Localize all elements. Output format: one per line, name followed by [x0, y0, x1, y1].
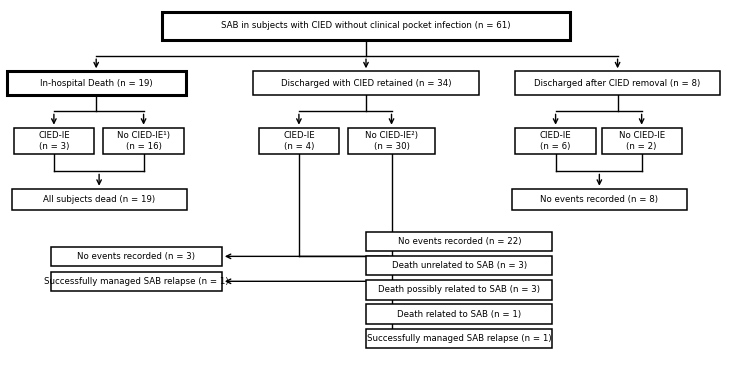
FancyBboxPatch shape [12, 189, 187, 210]
FancyBboxPatch shape [162, 12, 570, 39]
Text: No CIED-IE
(n = 2): No CIED-IE (n = 2) [619, 131, 665, 151]
FancyBboxPatch shape [14, 128, 94, 154]
Text: No CIED-IE¹)
(n = 16): No CIED-IE¹) (n = 16) [117, 131, 170, 151]
Text: No events recorded (n = 8): No events recorded (n = 8) [540, 195, 658, 204]
FancyBboxPatch shape [366, 304, 553, 324]
FancyBboxPatch shape [7, 71, 185, 95]
FancyBboxPatch shape [51, 247, 222, 266]
FancyBboxPatch shape [366, 328, 553, 348]
FancyBboxPatch shape [366, 232, 553, 251]
Text: Discharged with CIED retained (n = 34): Discharged with CIED retained (n = 34) [281, 79, 451, 88]
FancyBboxPatch shape [515, 71, 720, 95]
FancyBboxPatch shape [512, 189, 687, 210]
FancyBboxPatch shape [103, 128, 184, 154]
Text: No events recorded (n = 22): No events recorded (n = 22) [397, 237, 521, 246]
FancyBboxPatch shape [348, 128, 436, 154]
Text: CIED-IE
(n = 3): CIED-IE (n = 3) [38, 131, 70, 151]
FancyBboxPatch shape [602, 128, 681, 154]
Text: CIED-IE
(n = 4): CIED-IE (n = 4) [283, 131, 315, 151]
Text: SAB in subjects with CIED without clinical pocket infection (n = 61): SAB in subjects with CIED without clinic… [221, 21, 511, 30]
FancyBboxPatch shape [515, 128, 596, 154]
Text: In-hospital Death (n = 19): In-hospital Death (n = 19) [40, 79, 152, 88]
FancyBboxPatch shape [366, 256, 553, 275]
Text: Successfully managed SAB relapse (n = 1): Successfully managed SAB relapse (n = 1) [44, 277, 228, 286]
Text: Death unrelated to SAB (n = 3): Death unrelated to SAB (n = 3) [392, 261, 527, 270]
Text: Discharged after CIED removal (n = 8): Discharged after CIED removal (n = 8) [534, 79, 701, 88]
Text: All subjects dead (n = 19): All subjects dead (n = 19) [43, 195, 155, 204]
Text: CIED-IE
(n = 6): CIED-IE (n = 6) [539, 131, 572, 151]
FancyBboxPatch shape [51, 272, 222, 291]
FancyBboxPatch shape [253, 71, 479, 95]
FancyBboxPatch shape [366, 280, 553, 300]
Text: Death possibly related to SAB (n = 3): Death possibly related to SAB (n = 3) [378, 285, 540, 294]
FancyBboxPatch shape [259, 128, 339, 154]
Text: No events recorded (n = 3): No events recorded (n = 3) [78, 252, 195, 261]
Text: No CIED-IE²)
(n = 30): No CIED-IE²) (n = 30) [365, 131, 418, 151]
Text: Successfully managed SAB relapse (n = 1): Successfully managed SAB relapse (n = 1) [367, 334, 552, 343]
Text: Death related to SAB (n = 1): Death related to SAB (n = 1) [397, 309, 521, 318]
